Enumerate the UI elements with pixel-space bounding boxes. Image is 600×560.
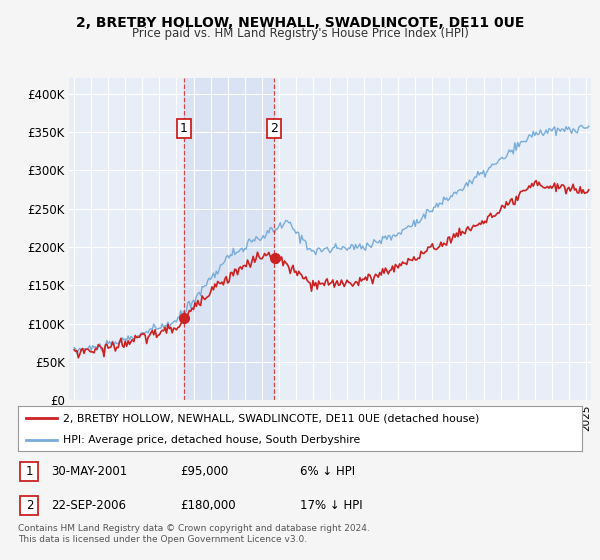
Text: £180,000: £180,000	[180, 498, 236, 512]
Text: HPI: Average price, detached house, South Derbyshire: HPI: Average price, detached house, Sout…	[63, 435, 361, 445]
Text: 1: 1	[179, 122, 188, 135]
Text: 6% ↓ HPI: 6% ↓ HPI	[300, 465, 355, 478]
Text: 17% ↓ HPI: 17% ↓ HPI	[300, 498, 362, 512]
Text: 2, BRETBY HOLLOW, NEWHALL, SWADLINCOTE, DE11 0UE (detached house): 2, BRETBY HOLLOW, NEWHALL, SWADLINCOTE, …	[63, 413, 479, 423]
Text: 2, BRETBY HOLLOW, NEWHALL, SWADLINCOTE, DE11 0UE: 2, BRETBY HOLLOW, NEWHALL, SWADLINCOTE, …	[76, 16, 524, 30]
Text: This data is licensed under the Open Government Licence v3.0.: This data is licensed under the Open Gov…	[18, 535, 307, 544]
Text: £95,000: £95,000	[180, 465, 228, 478]
Text: 2: 2	[270, 122, 278, 135]
Text: 2: 2	[26, 498, 33, 512]
Text: Price paid vs. HM Land Registry's House Price Index (HPI): Price paid vs. HM Land Registry's House …	[131, 27, 469, 40]
Bar	[184, 78, 274, 400]
Text: 30-MAY-2001: 30-MAY-2001	[51, 465, 127, 478]
Text: 22-SEP-2006: 22-SEP-2006	[51, 498, 126, 512]
Text: Contains HM Land Registry data © Crown copyright and database right 2024.: Contains HM Land Registry data © Crown c…	[18, 524, 370, 533]
Text: 1: 1	[26, 465, 33, 478]
